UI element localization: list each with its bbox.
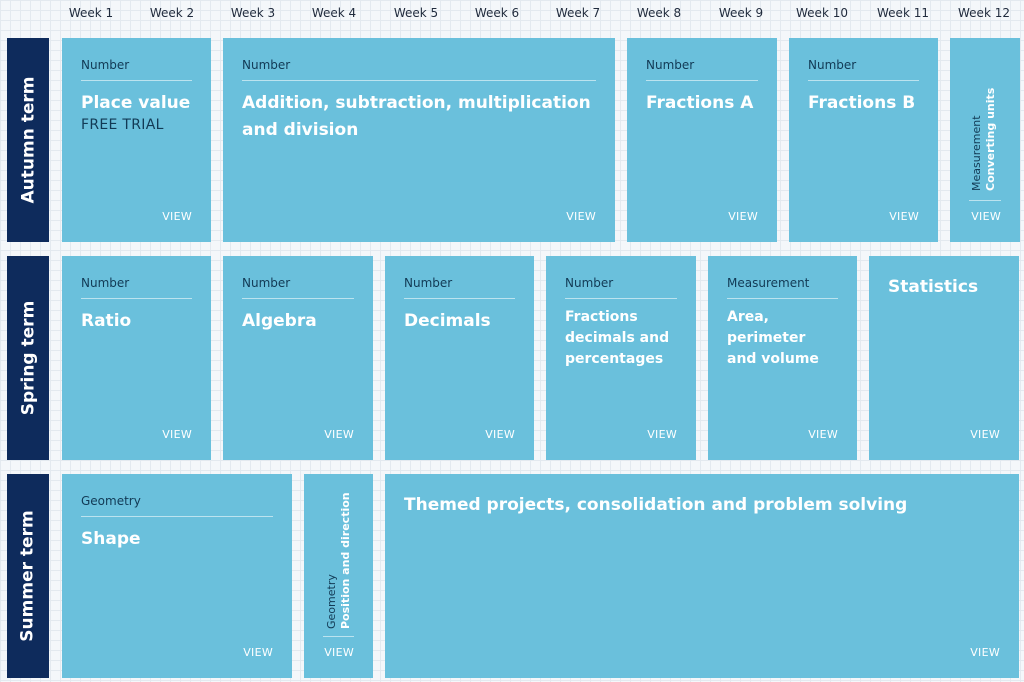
- view-link[interactable]: VIEW: [647, 428, 677, 441]
- card-title: Ratio: [81, 311, 132, 331]
- card-topic: Geometry: [325, 574, 338, 629]
- card-title: Themed projects, consolidation and probl…: [404, 495, 908, 515]
- card-algebra[interactable]: Number Algebra VIEW: [223, 256, 373, 460]
- card-topic: Geometry: [81, 494, 273, 517]
- card-topic: Number: [242, 58, 596, 81]
- card-title: Position and direction: [339, 492, 352, 629]
- card-fractions-b[interactable]: Number Fractions B VIEW: [789, 38, 938, 242]
- card-fractions-a[interactable]: Number Fractions A VIEW: [627, 38, 777, 242]
- card-title: Fractions A: [646, 93, 754, 113]
- free-trial-badge: FREE TRIAL: [81, 117, 164, 133]
- card-title: Addition, subtraction, multiplication an…: [242, 93, 591, 140]
- week-header-3: Week 3: [230, 6, 276, 20]
- card-fractions-decimals-percentages[interactable]: Number Fractions decimals and percentage…: [546, 256, 696, 460]
- view-link[interactable]: VIEW: [485, 428, 515, 441]
- week-header-8: Week 8: [636, 6, 682, 20]
- card-title: Algebra: [242, 311, 317, 331]
- card-position-direction[interactable]: Geometry Position and direction VIEW: [304, 474, 373, 678]
- view-link[interactable]: VIEW: [728, 210, 758, 223]
- divider: [969, 200, 1001, 201]
- spring-term-label: Spring term: [7, 256, 49, 460]
- autumn-term-text: Autumn term: [18, 76, 39, 204]
- view-link[interactable]: VIEW: [324, 646, 354, 659]
- card-statistics[interactable]: Statistics VIEW: [869, 256, 1019, 460]
- week-header-10: Week 10: [796, 6, 848, 20]
- card-topic: Measurement: [970, 115, 983, 191]
- card-topic: Number: [808, 58, 919, 81]
- card-title: Area, perimeter and volume: [727, 309, 819, 367]
- card-decimals[interactable]: Number Decimals VIEW: [385, 256, 534, 460]
- vertical-label: Measurement Converting units: [970, 38, 1010, 233]
- view-link[interactable]: VIEW: [970, 428, 1000, 441]
- card-topic: Number: [81, 58, 192, 81]
- card-title: Shape: [81, 529, 141, 549]
- card-topic: Number: [646, 58, 758, 81]
- view-link[interactable]: VIEW: [889, 210, 919, 223]
- view-link[interactable]: VIEW: [971, 210, 1001, 223]
- card-title: Fractions B: [808, 93, 916, 113]
- card-title: Place value: [81, 93, 191, 113]
- view-link[interactable]: VIEW: [162, 210, 192, 223]
- card-topic: Number: [565, 276, 677, 299]
- week-header-4: Week 4: [311, 6, 357, 20]
- week-header-12: Week 12: [958, 6, 1010, 20]
- card-themed-projects[interactable]: Themed projects, consolidation and probl…: [385, 474, 1019, 678]
- view-link[interactable]: VIEW: [324, 428, 354, 441]
- card-topic: Number: [404, 276, 515, 299]
- spring-term-text: Spring term: [18, 300, 39, 416]
- week-header-7: Week 7: [555, 6, 601, 20]
- week-header-2: Week 2: [149, 6, 195, 20]
- week-header-1: Week 1: [68, 6, 114, 20]
- card-place-value[interactable]: Number Place value FREE TRIAL VIEW: [62, 38, 211, 242]
- divider: [323, 636, 354, 637]
- view-link[interactable]: VIEW: [566, 210, 596, 223]
- week-header-5: Week 5: [393, 6, 439, 20]
- view-link[interactable]: VIEW: [243, 646, 273, 659]
- card-addition-subtraction[interactable]: Number Addition, subtraction, multiplica…: [223, 38, 615, 242]
- card-title: Converting units: [984, 87, 997, 191]
- view-link[interactable]: VIEW: [970, 646, 1000, 659]
- summer-term-text: Summer term: [18, 510, 38, 642]
- card-topic: Number: [81, 276, 192, 299]
- card-title: Decimals: [404, 311, 491, 331]
- card-area-perimeter-volume[interactable]: Measurement Area, perimeter and volume V…: [708, 256, 857, 460]
- view-link[interactable]: VIEW: [808, 428, 838, 441]
- card-title: Fractions decimals and percentages: [565, 309, 670, 367]
- card-ratio[interactable]: Number Ratio VIEW: [62, 256, 211, 460]
- card-title: Statistics: [888, 277, 979, 297]
- summer-term-label: Summer term: [7, 474, 49, 678]
- week-header-9: Week 9: [718, 6, 764, 20]
- card-shape[interactable]: Geometry Shape VIEW: [62, 474, 292, 678]
- card-topic: Number: [242, 276, 354, 299]
- autumn-term-label: Autumn term: [7, 38, 49, 242]
- card-converting-units[interactable]: Measurement Converting units VIEW: [950, 38, 1020, 242]
- week-header-11: Week 11: [877, 6, 929, 20]
- week-header-6: Week 6: [474, 6, 520, 20]
- view-link[interactable]: VIEW: [162, 428, 192, 441]
- card-topic: Measurement: [727, 276, 838, 299]
